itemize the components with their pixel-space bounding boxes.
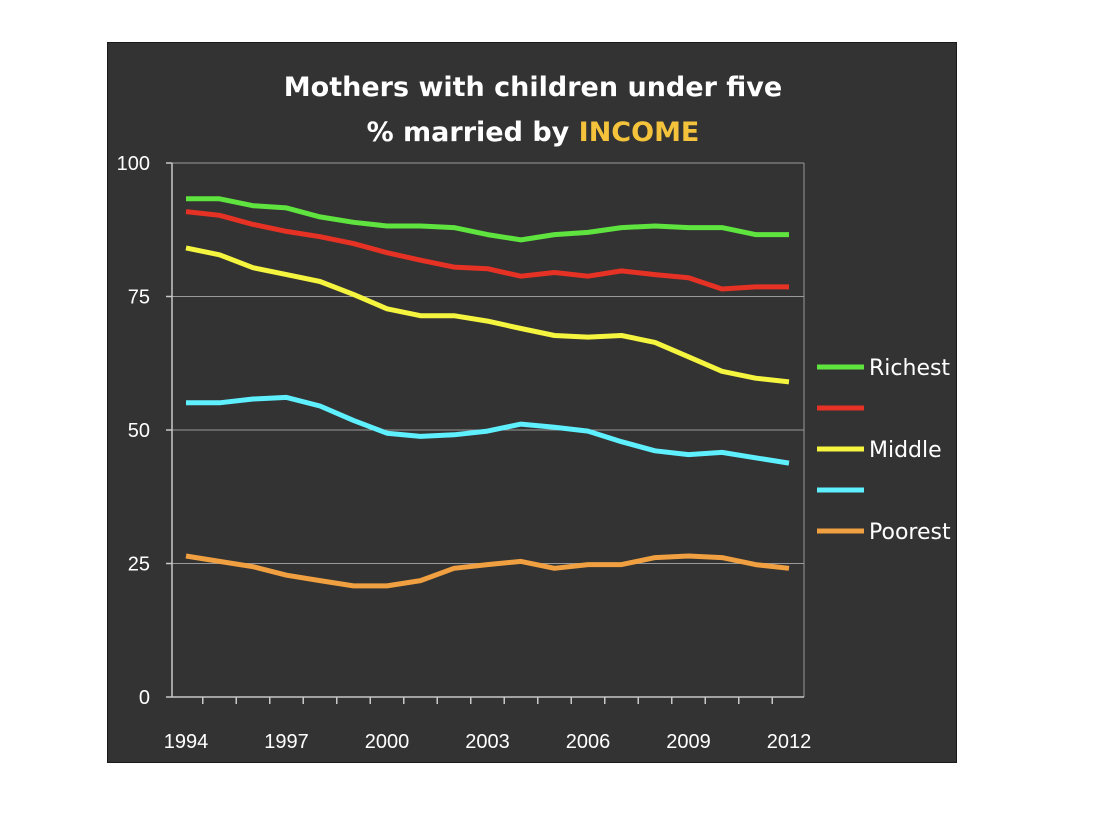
legend-label: Poorest xyxy=(869,520,951,545)
line-chart: 0 25 50 75 100 1994 1997 2000 2003 2006 2009 2012 Ri… xyxy=(117,153,951,753)
chart-subtitle: % married by INCOME xyxy=(108,117,958,148)
series-line xyxy=(186,196,789,243)
series-line xyxy=(186,394,790,466)
y-tick-label: 0 xyxy=(139,687,150,709)
chart-title: Mothers with children under five xyxy=(283,72,783,103)
series-line xyxy=(185,553,790,589)
x-tick-label: 1994 xyxy=(164,731,209,753)
x-tick-label: 2009 xyxy=(666,731,711,753)
chart-panel: Mothers with children under five % marri… xyxy=(107,42,957,763)
x-tick-label: 2012 xyxy=(767,731,812,753)
x-tick-label: 2003 xyxy=(465,731,510,753)
y-tick-label: 50 xyxy=(128,420,150,442)
legend-label: Richest xyxy=(869,356,950,381)
y-tick-label: 25 xyxy=(128,554,150,576)
legend-label: Middle xyxy=(869,438,942,463)
chart-subtitle-highlight: INCOME xyxy=(578,117,700,148)
chart-subtitle-prefix: % married by xyxy=(366,117,579,148)
x-tick-label: 1997 xyxy=(264,731,309,753)
y-tick-label: 75 xyxy=(128,287,150,309)
series-line xyxy=(185,209,789,292)
series-line xyxy=(185,245,790,385)
x-tick-label: 2000 xyxy=(365,731,410,753)
x-tick-label: 2006 xyxy=(566,731,611,753)
y-tick-label: 100 xyxy=(117,153,150,175)
